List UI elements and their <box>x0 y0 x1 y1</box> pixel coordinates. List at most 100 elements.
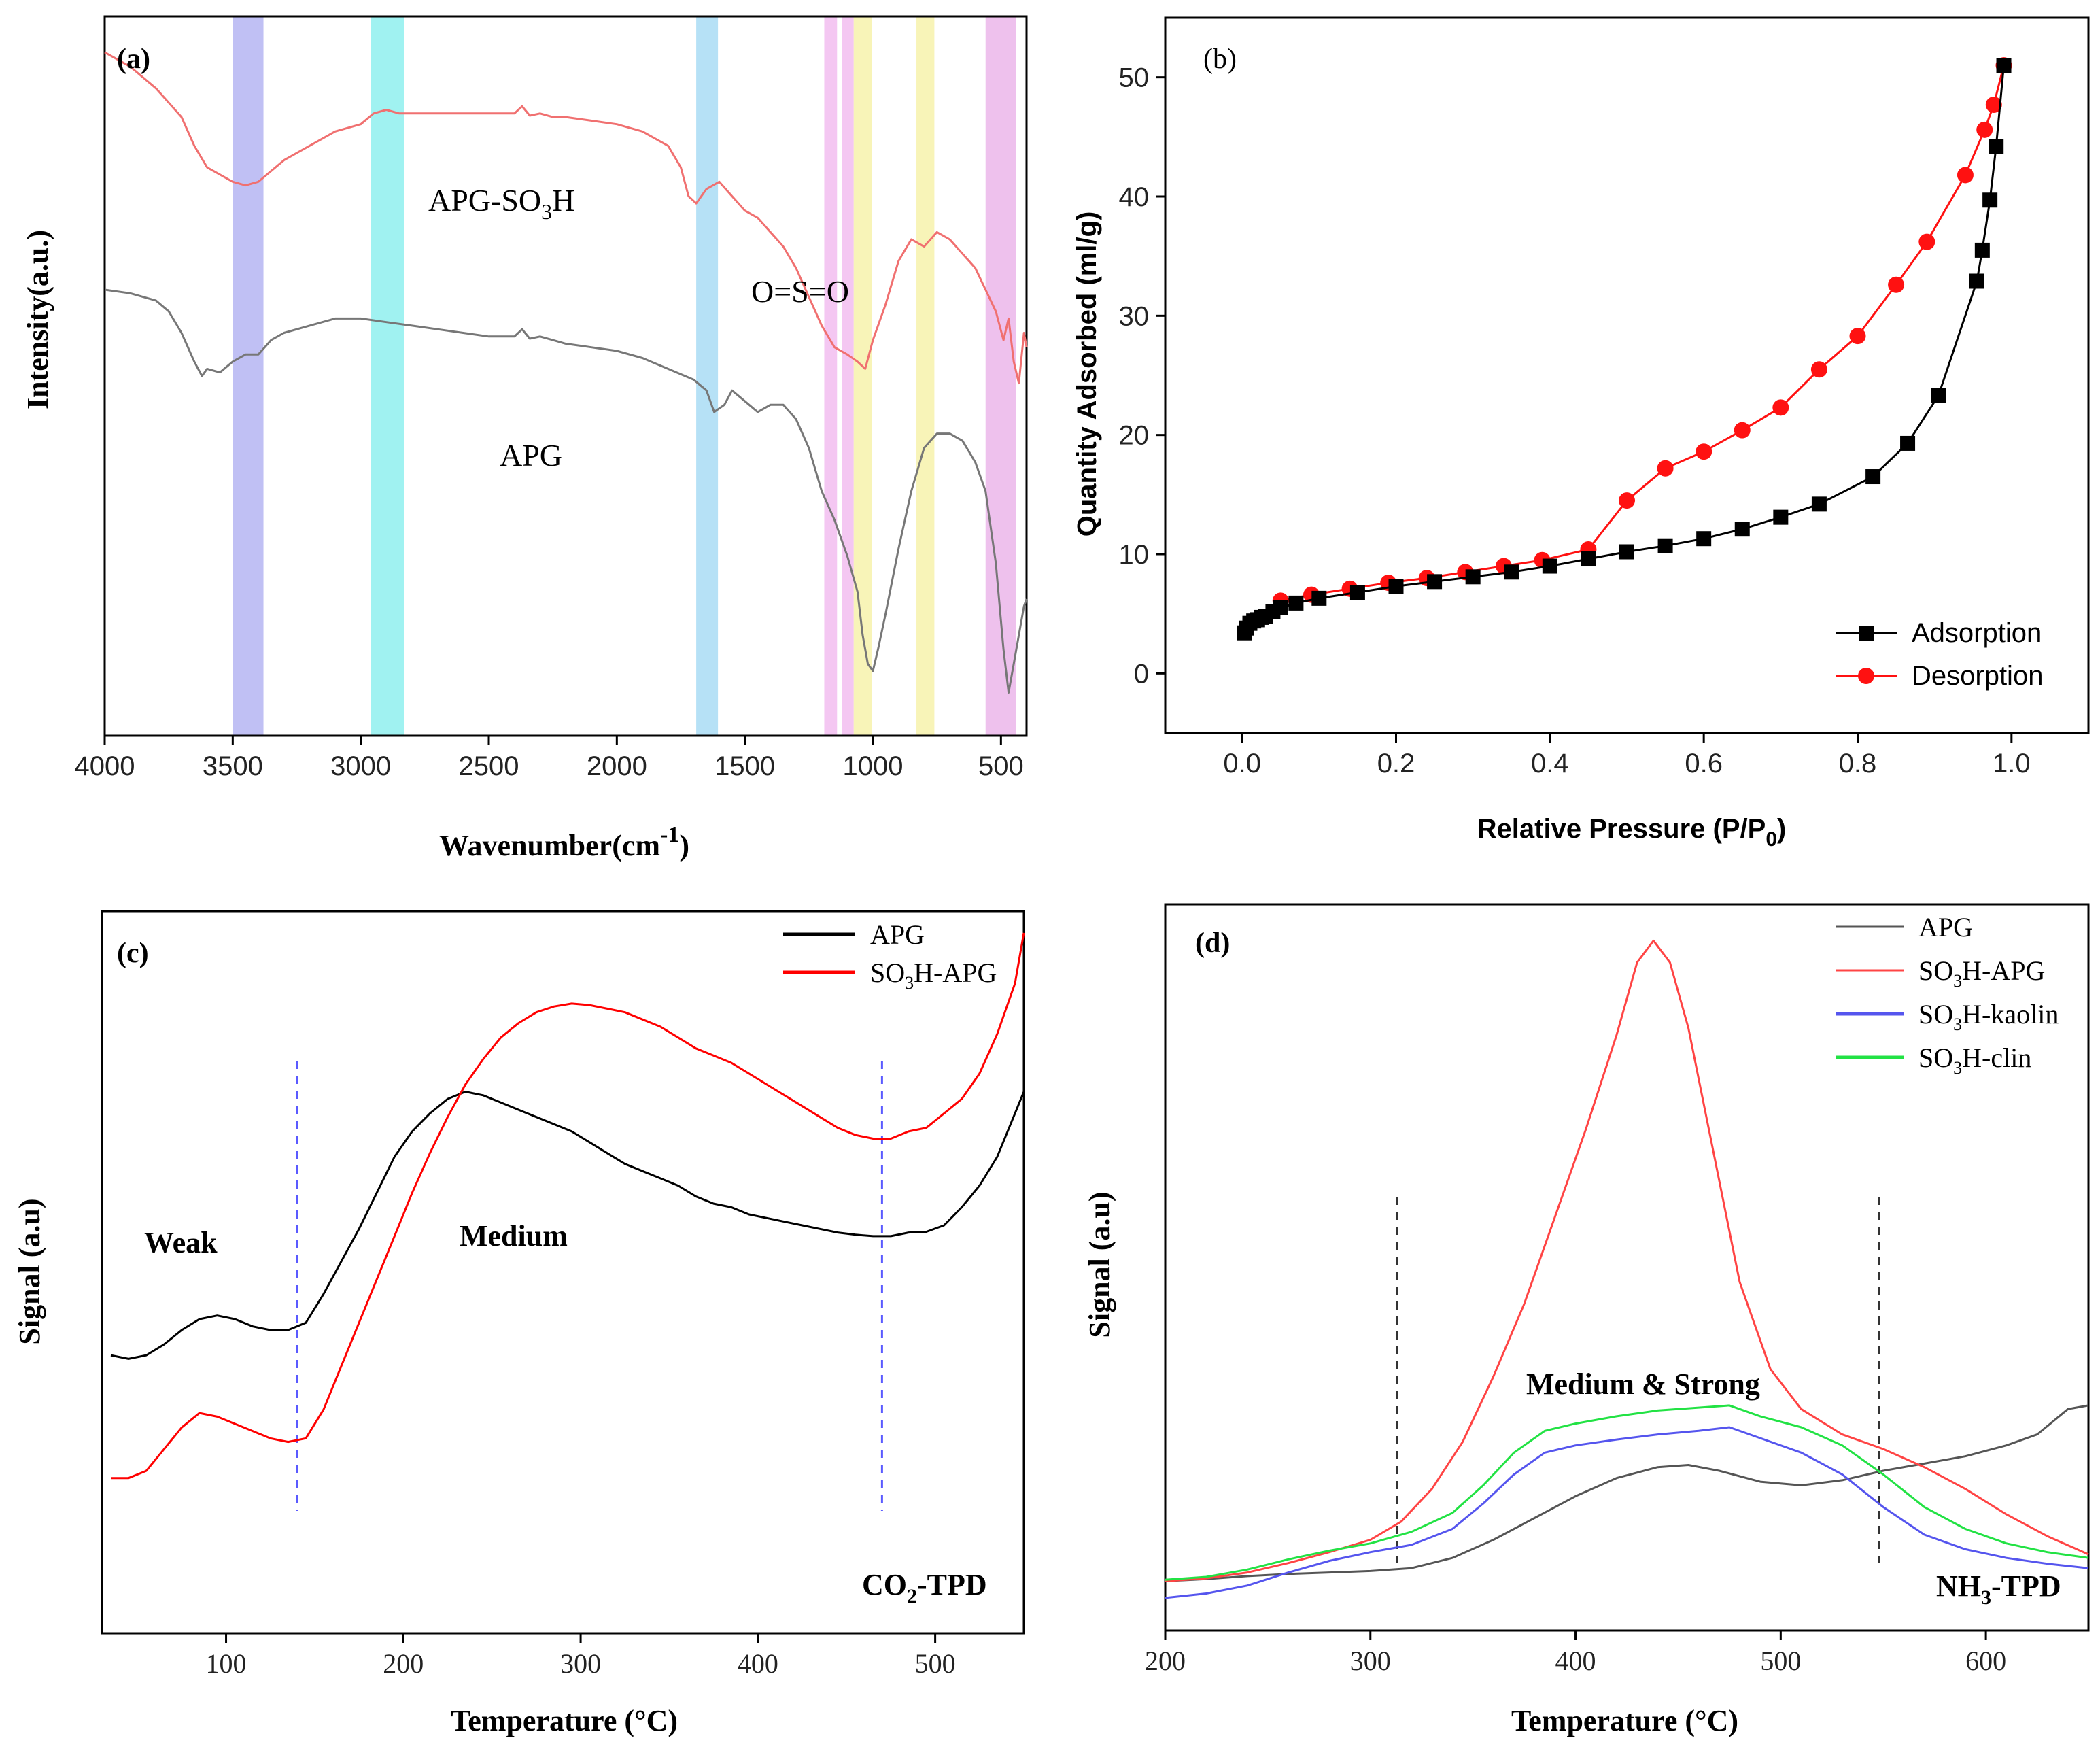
c-label-co2-tpd: CO2-TPD <box>862 1568 987 1607</box>
a-band-3 <box>824 16 838 736</box>
b-point-adsorption <box>1811 496 1827 512</box>
c-dividers <box>296 1061 883 1511</box>
b-legend-marker-adsorption <box>1859 626 1874 641</box>
panel-a-ftir: 4000 3500 3000 2500 2000 1500 1000 500 (a) APG-… <box>21 15 1028 862</box>
b-point-desorption <box>1772 399 1789 416</box>
d-y-axis-title: Signal (a.u) <box>1083 1191 1116 1337</box>
b-point-adsorption <box>1865 469 1881 485</box>
d-legend-label-so3h-clin: SO3H-clin <box>1918 1042 2031 1078</box>
a-series-apg <box>104 288 1028 694</box>
b-x-tick-label: 0.2 <box>1377 749 1415 779</box>
c-plot-frame <box>101 910 1025 1635</box>
a-series <box>104 51 1028 694</box>
b-y-tick-label: 10 <box>1119 540 1150 570</box>
b-point-adsorption <box>1969 273 1984 289</box>
c-ticks: 100 200 300 400 500 <box>206 1633 956 1679</box>
b-point-desorption <box>1976 121 1993 138</box>
b-point-desorption <box>1657 460 1674 477</box>
b-series-desorption <box>1280 65 2005 602</box>
a-band-6 <box>916 16 935 736</box>
c-x-axis-title: Temperature (°C) <box>451 1704 678 1737</box>
a-x-tick-label: 3000 <box>330 751 391 781</box>
b-x-tick-label: 0.8 <box>1839 749 1877 779</box>
c-series-apg <box>110 1091 1025 1360</box>
c-y-axis-title: Signal (a.u) <box>13 1198 46 1344</box>
b-point-desorption <box>1810 361 1827 378</box>
a-x-tick-label: 1500 <box>715 751 775 781</box>
b-point-adsorption <box>1542 558 1557 574</box>
a-bands <box>233 16 1016 736</box>
b-point-adsorption <box>1900 435 1916 451</box>
a-band-2 <box>696 16 719 736</box>
b-point-adsorption <box>1465 569 1481 585</box>
d-series-so3h-kaolin <box>1165 1426 2089 1599</box>
d-panel-label: (d) <box>1195 927 1230 959</box>
c-label-weak: Weak <box>144 1226 218 1259</box>
b-point-adsorption <box>1311 590 1327 606</box>
d-legend-label-so3h-kaolin: SO3H-kaolin <box>1918 999 2059 1034</box>
d-label-nh3-tpd: NH3-TPD <box>1936 1569 2061 1609</box>
b-y-tick-label: 40 <box>1119 182 1150 212</box>
b-point-adsorption <box>1427 574 1443 590</box>
a-x-tick-label: 2500 <box>459 751 519 781</box>
b-point-adsorption <box>1273 600 1288 615</box>
b-legend: Adsorption Desorption <box>1836 618 2043 691</box>
panel-d-nh3-tpd: 200 300 400 500 600 (d) Medium & Strong NH3-… <box>1083 903 2090 1737</box>
c-series <box>110 932 1025 1480</box>
d-x-tick-label: 500 <box>1760 1646 1801 1676</box>
d-series-apg <box>1165 1404 2089 1582</box>
b-point-adsorption <box>1349 585 1365 600</box>
a-label-apg: APG <box>500 438 562 473</box>
b-point-adsorption <box>1982 192 1998 208</box>
b-x-tick-label: 1.0 <box>1993 749 2031 779</box>
d-ticks: 200 300 400 500 600 <box>1145 1631 2006 1676</box>
b-point-adsorption <box>1696 531 1712 547</box>
d-series-so3h-clin <box>1165 1404 2089 1581</box>
b-y-tick-label: 0 <box>1134 659 1149 689</box>
a-x-axis-title: Wavenumber(cm-1) <box>439 822 689 862</box>
c-x-tick-label: 500 <box>915 1648 956 1679</box>
d-x-tick-label: 200 <box>1145 1646 1186 1676</box>
c-legend-label-so3h-apg: SO3H-APG <box>870 957 997 993</box>
a-x-tick-label: 500 <box>978 751 1024 781</box>
d-x-tick-label: 600 <box>1965 1646 2006 1676</box>
b-point-desorption <box>1888 276 1905 293</box>
panel-b-isotherm: 0.0 0.2 0.4 0.6 0.8 1.0 0 10 20 30 40 50 (b) Adsorp… <box>1072 16 2090 851</box>
b-point-adsorption <box>1974 242 1990 258</box>
d-legend: APG SO3H-APG SO3H-kaolin SO3H-clin <box>1836 912 2059 1078</box>
d-x-tick-label: 300 <box>1350 1646 1391 1676</box>
c-x-tick-label: 400 <box>738 1648 778 1679</box>
b-x-tick-label: 0.6 <box>1685 749 1723 779</box>
d-label-medium-strong: Medium & Strong <box>1526 1367 1760 1401</box>
b-x-axis-title: Relative Pressure (P/P0) <box>1477 814 1787 851</box>
c-label-medium: Medium <box>460 1219 568 1253</box>
a-panel-label: (a) <box>117 44 150 75</box>
b-y-tick-label: 20 <box>1119 421 1150 451</box>
b-point-desorption <box>1957 167 1974 184</box>
b-point-desorption <box>1619 492 1635 509</box>
c-x-tick-label: 100 <box>206 1648 247 1679</box>
b-x-tick-label: 0.4 <box>1531 749 1569 779</box>
b-point-adsorption <box>1657 538 1673 553</box>
b-point-desorption <box>1696 443 1712 460</box>
a-plot-frame <box>103 15 1028 737</box>
b-point-desorption <box>1985 96 2002 113</box>
d-plot-frame <box>1164 903 2090 1632</box>
b-plot-frame <box>1164 16 2090 734</box>
b-legend-label-desorption: Desorption <box>1912 661 2043 691</box>
a-x-tick-label: 4000 <box>75 751 135 781</box>
a-ticks: 4000 3500 3000 2500 2000 1500 1000 500 <box>75 736 1024 781</box>
a-x-tick-label: 3500 <box>203 751 263 781</box>
b-legend-marker-desorption <box>1858 668 1874 684</box>
c-legend-label-apg: APG <box>870 919 925 950</box>
b-ticks: 0.0 0.2 0.4 0.6 0.8 1.0 0 10 20 30 40 50 <box>1119 63 2031 779</box>
b-y-axis-title: Quantity Adsorbed (ml/g) <box>1072 211 1102 537</box>
a-x-tick-label: 1000 <box>843 751 903 781</box>
a-label-apg-so3h: APG-SO3H <box>428 183 574 224</box>
b-point-adsorption <box>1388 579 1404 594</box>
b-point-adsorption <box>1989 139 2004 154</box>
b-point-adsorption <box>1504 564 1519 580</box>
b-point-adsorption <box>1581 551 1596 567</box>
a-band-4 <box>842 16 854 736</box>
